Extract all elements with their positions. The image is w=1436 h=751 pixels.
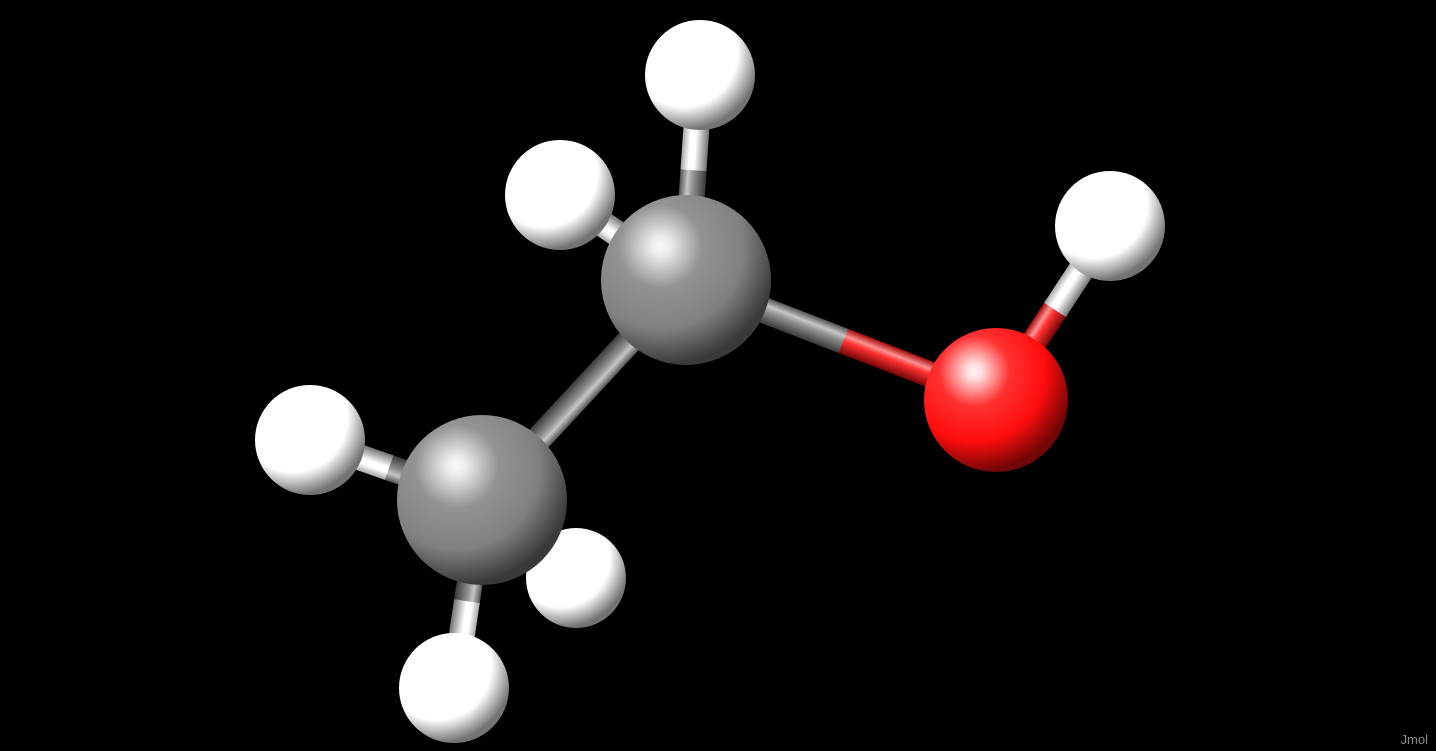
atom-H6-H[interactable] <box>1055 171 1165 281</box>
atom-C2-C[interactable] <box>397 415 567 585</box>
atom-O1-O[interactable] <box>924 328 1068 472</box>
atom-H5-H[interactable] <box>399 633 509 743</box>
jmol-watermark: Jmol <box>1401 732 1428 747</box>
atom-H1-H[interactable] <box>645 20 755 130</box>
atom-H2-H[interactable] <box>505 140 615 250</box>
molecule-viewport[interactable]: Jmol <box>0 0 1436 751</box>
molecule-canvas[interactable] <box>0 0 1436 751</box>
atom-C1-C[interactable] <box>601 195 771 365</box>
atom-H3-H[interactable] <box>255 385 365 495</box>
